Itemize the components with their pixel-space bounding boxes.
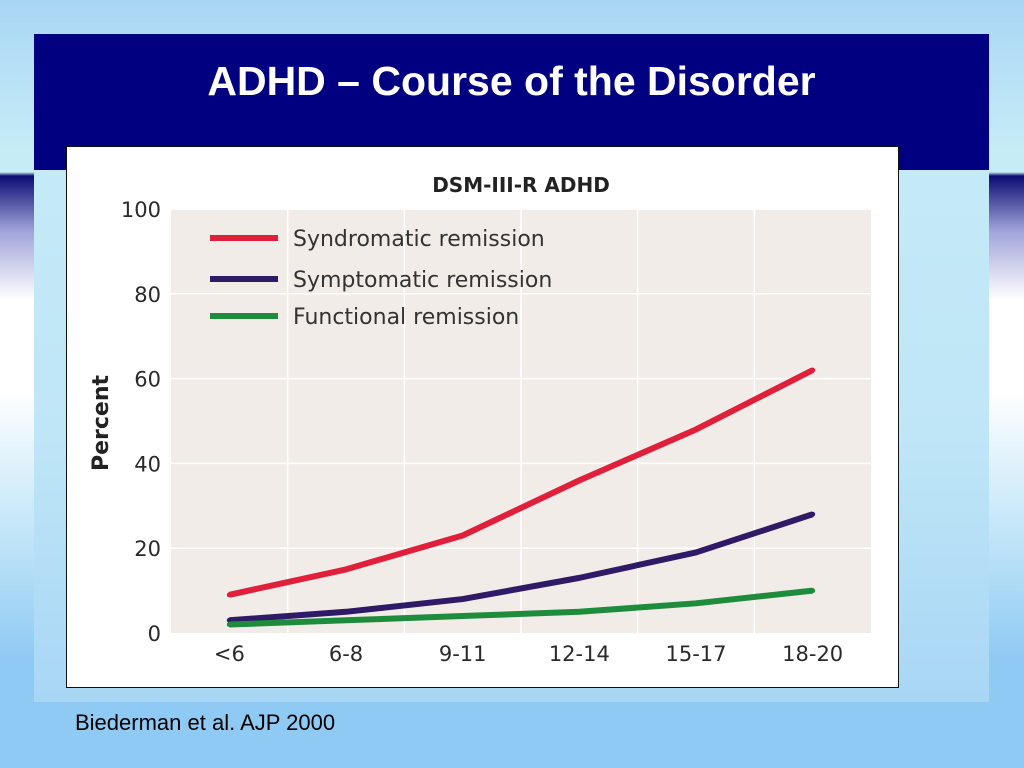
y-tick-label: 0 [148, 622, 161, 646]
grid-lines [171, 208, 871, 633]
x-tick-label: 15-17 [665, 642, 726, 666]
x-tick-label: 9-11 [439, 642, 487, 666]
slide-title: ADHD – Course of the Disorder [207, 58, 816, 104]
x-tick-label: 6-8 [329, 642, 363, 666]
citation: Biederman et al. AJP 2000 [75, 710, 336, 735]
x-tick-label: 12-14 [549, 642, 610, 666]
x-tick-labels: <6 6-8 9-11 12-14 15-17 18-20 [214, 642, 843, 666]
data-point [810, 511, 816, 517]
y-axis-label: Percent [89, 375, 114, 472]
legend-label: Syndromatic remission [293, 227, 545, 252]
series-line-1 [228, 367, 815, 598]
legend-label: Functional remission [293, 305, 519, 330]
legend-label: Symptomatic remission [293, 268, 552, 293]
data-point [460, 532, 466, 538]
data-point [693, 549, 699, 555]
data-point [810, 588, 816, 594]
series-line-2 [229, 511, 814, 624]
y-tick-label: 100 [121, 198, 161, 222]
data-point [810, 367, 816, 373]
data-point [576, 575, 582, 581]
x-tick-label: <6 [214, 642, 245, 666]
data-point [460, 613, 466, 619]
data-point [226, 622, 232, 628]
y-tick-label: 80 [134, 283, 161, 307]
data-point [343, 566, 349, 572]
series-line-3 [229, 587, 813, 628]
data-point [343, 617, 349, 623]
data-point [576, 477, 582, 483]
chart-title: DSM-III-R ADHD [432, 173, 610, 197]
y-tick-label: 60 [134, 368, 161, 392]
x-tick-label: 18-20 [782, 642, 843, 666]
data-point [343, 609, 349, 615]
data-point [576, 609, 582, 615]
data-point [693, 426, 699, 432]
series-lines [226, 367, 816, 628]
y-tick-label: 20 [134, 537, 161, 561]
line-chart: 0 20 40 60 80 100 <6 6-8 9-11 12-14 15-17 18-20 Sy… [89, 173, 871, 666]
y-tick-label: 40 [134, 452, 161, 476]
y-tick-labels: 0 20 40 60 80 100 [121, 198, 161, 646]
chart-figure: 0 20 40 60 80 100 <6 6-8 9-11 12-14 15-17 18-20 Sy… [66, 146, 899, 688]
data-point [693, 600, 699, 606]
legend: Syndromatic remission Symptomatic remissi… [210, 227, 552, 330]
data-point [460, 596, 466, 602]
data-point [226, 592, 232, 598]
